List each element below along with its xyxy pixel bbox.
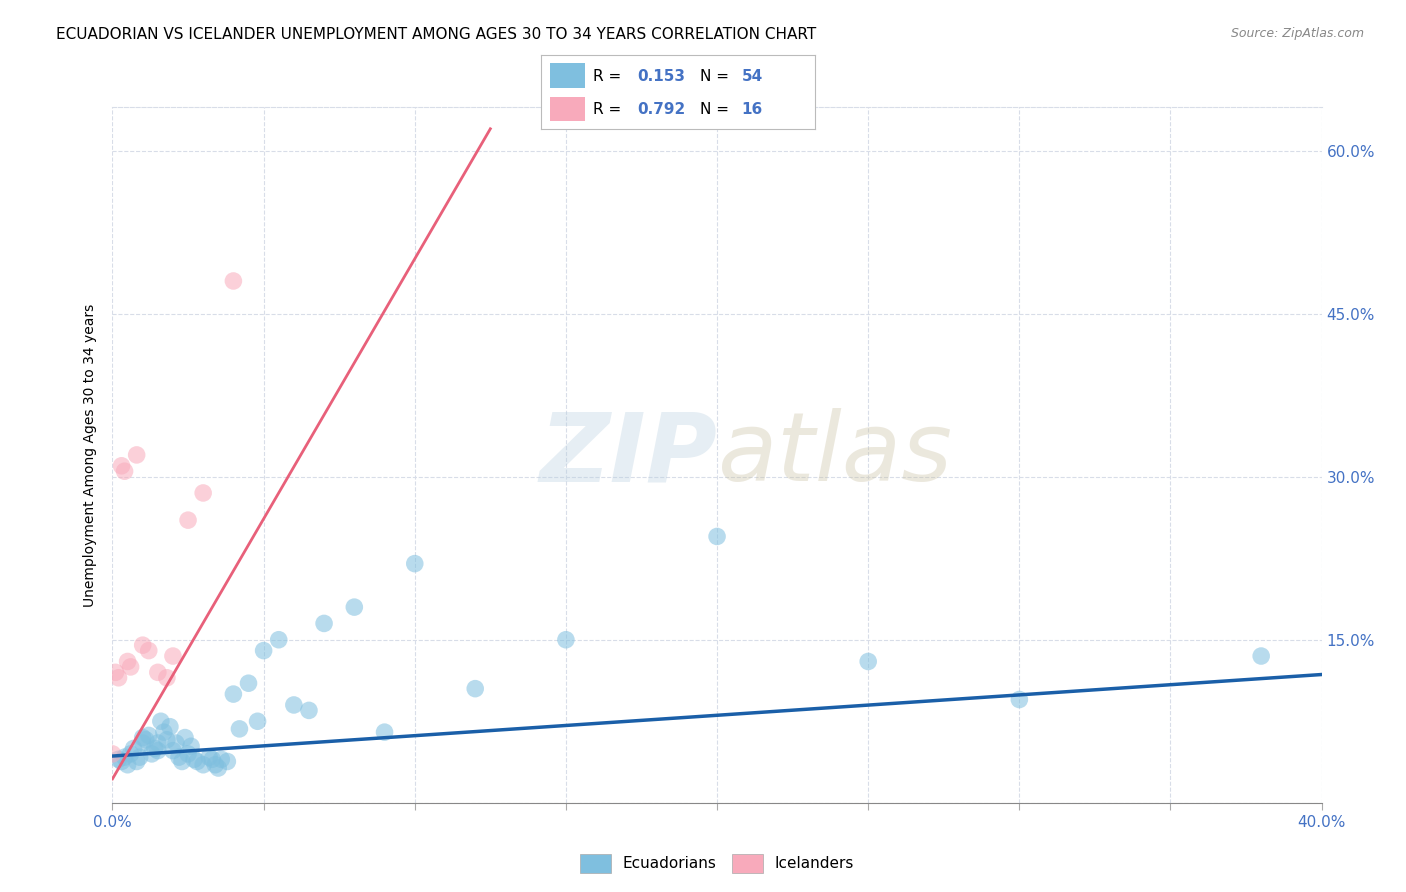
Point (177, 513, 200, 527)
Point (314, 616, 336, 631)
Point (135, 732, 157, 747)
Point (177, 747, 200, 761)
Point (110, 458, 132, 473)
Text: R =: R = (593, 69, 627, 84)
Point (104, 665, 127, 680)
Point (554, 632, 576, 647)
Legend: Ecuadorians, Icelanders: Ecuadorians, Icelanders (574, 847, 860, 879)
Text: 16: 16 (741, 102, 762, 117)
Point (117, 655, 139, 669)
Point (222, 274, 245, 288)
Point (856, 655, 880, 669)
Point (283, 698, 305, 712)
Text: N =: N = (700, 69, 734, 84)
Point (217, 755, 239, 769)
Point (374, 725, 396, 739)
Point (204, 757, 226, 772)
Point (125, 448, 148, 462)
Point (132, 736, 155, 750)
Point (183, 752, 205, 766)
Text: ZIP: ZIP (538, 409, 717, 501)
Point (207, 761, 229, 775)
Point (1008, 692, 1031, 706)
Point (464, 681, 486, 696)
Text: Source: ZipAtlas.com: Source: ZipAtlas.com (1230, 27, 1364, 40)
Point (146, 665, 169, 680)
Text: ECUADORIAN VS ICELANDER UNEMPLOYMENT AMONG AGES 30 TO 34 YEARS CORRELATION CHART: ECUADORIAN VS ICELANDER UNEMPLOYMENT AMO… (56, 27, 817, 42)
Point (186, 755, 208, 769)
Text: 0.153: 0.153 (637, 69, 685, 84)
Point (1250, 648, 1272, 663)
Point (120, 660, 142, 674)
Point (228, 722, 250, 736)
Point (156, 732, 179, 747)
Point (141, 747, 163, 761)
Point (298, 703, 321, 717)
Text: N =: N = (700, 102, 734, 117)
Point (120, 747, 142, 761)
Point (117, 757, 139, 772)
Point (114, 464, 136, 478)
Point (138, 643, 160, 657)
Text: 54: 54 (741, 69, 762, 84)
Point (238, 676, 260, 690)
Point (110, 755, 132, 769)
Point (253, 643, 276, 657)
Point (167, 750, 190, 764)
Text: 0.792: 0.792 (637, 102, 686, 117)
Point (162, 744, 184, 758)
Point (191, 486, 214, 500)
Point (162, 648, 184, 663)
Point (174, 731, 197, 745)
Bar (550, 96, 585, 121)
Point (209, 752, 232, 766)
Point (404, 557, 426, 571)
Point (125, 755, 148, 769)
Point (146, 744, 169, 758)
Point (107, 671, 129, 685)
Point (114, 750, 136, 764)
Point (343, 600, 366, 615)
Point (159, 720, 181, 734)
Point (706, 529, 728, 543)
Point (132, 638, 155, 652)
Point (165, 736, 187, 750)
Point (201, 752, 224, 766)
Point (180, 739, 202, 754)
Point (198, 750, 221, 764)
Point (246, 714, 269, 729)
Point (149, 714, 172, 729)
Point (191, 757, 214, 772)
Point (107, 752, 129, 766)
Point (138, 728, 160, 742)
Y-axis label: Unemployment Among Ages 30 to 34 years: Unemployment Among Ages 30 to 34 years (83, 303, 97, 607)
Text: atlas: atlas (717, 409, 952, 501)
Point (222, 687, 245, 701)
Point (132, 731, 155, 745)
Point (122, 741, 145, 756)
Point (143, 741, 166, 756)
Point (153, 725, 176, 739)
Point (101, 747, 124, 761)
Point (128, 750, 150, 764)
Point (170, 755, 193, 769)
Point (267, 632, 290, 647)
Point (156, 671, 179, 685)
Point (146, 736, 169, 750)
Bar (550, 63, 585, 88)
Text: R =: R = (593, 102, 627, 117)
